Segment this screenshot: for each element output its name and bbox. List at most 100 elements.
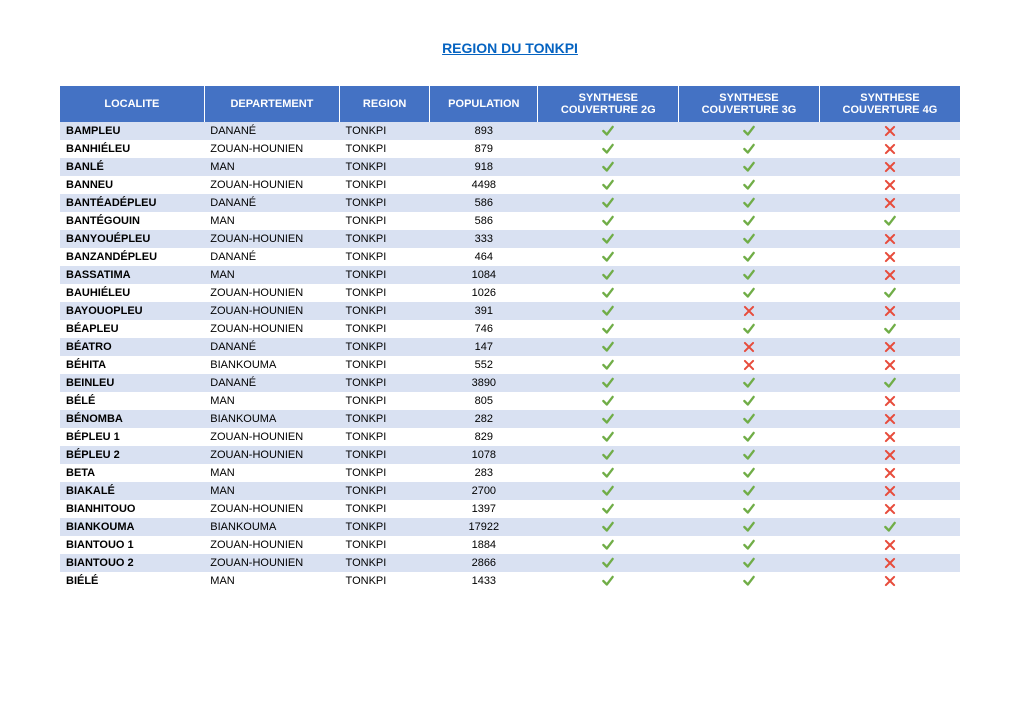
- cell-region: TONKPI: [340, 248, 430, 266]
- cell-cov2g: [538, 464, 679, 482]
- cell-region: TONKPI: [340, 500, 430, 518]
- cross-icon: [883, 394, 897, 408]
- cell-departement: MAN: [204, 572, 339, 590]
- cell-region: TONKPI: [340, 302, 430, 320]
- table-row: BANZANDÉPLEUDANANÉTONKPI464: [60, 248, 960, 266]
- cell-population: 829: [430, 428, 538, 446]
- cross-icon: [742, 340, 756, 354]
- cell-departement: MAN: [204, 392, 339, 410]
- cell-region: TONKPI: [340, 482, 430, 500]
- cell-cov2g: [538, 230, 679, 248]
- cell-region: TONKPI: [340, 356, 430, 374]
- col-cov4g: SYNTHESE COUVERTURE 4G: [819, 86, 960, 122]
- cell-population: 2866: [430, 554, 538, 572]
- cross-icon: [883, 430, 897, 444]
- cell-cov2g: [538, 158, 679, 176]
- table-row: BIANTOUO 2ZOUAN-HOUNIENTONKPI2866: [60, 554, 960, 572]
- cell-cov4g: [819, 158, 960, 176]
- cell-localite: BÉNOMBA: [60, 410, 204, 428]
- check-icon: [883, 376, 897, 390]
- check-icon: [601, 538, 615, 552]
- cross-icon: [883, 250, 897, 264]
- table-row: BANLÉMANTONKPI918: [60, 158, 960, 176]
- cell-cov3g: [679, 212, 820, 230]
- cell-departement: MAN: [204, 464, 339, 482]
- cell-cov3g: [679, 248, 820, 266]
- cell-cov3g: [679, 230, 820, 248]
- page-title: REGION DU TONKPI: [60, 40, 960, 56]
- table-row: BANHIÉLEUZOUAN-HOUNIENTONKPI879: [60, 140, 960, 158]
- table-row: BIANTOUO 1ZOUAN-HOUNIENTONKPI1884: [60, 536, 960, 554]
- cell-cov2g: [538, 212, 679, 230]
- cell-departement: ZOUAN-HOUNIEN: [204, 500, 339, 518]
- col-departement: DEPARTEMENT: [204, 86, 339, 122]
- cell-departement: MAN: [204, 212, 339, 230]
- table-row: BANTÉADÉPLEUDANANÉTONKPI586: [60, 194, 960, 212]
- cell-departement: DANANÉ: [204, 194, 339, 212]
- cell-departement: BIANKOUMA: [204, 518, 339, 536]
- cell-cov3g: [679, 320, 820, 338]
- check-icon: [601, 124, 615, 138]
- cell-cov4g: [819, 554, 960, 572]
- cell-region: TONKPI: [340, 572, 430, 590]
- cell-departement: ZOUAN-HOUNIEN: [204, 284, 339, 302]
- check-icon: [742, 178, 756, 192]
- cell-localite: BIANHITOUO: [60, 500, 204, 518]
- cell-region: TONKPI: [340, 536, 430, 554]
- cell-localite: BANNEU: [60, 176, 204, 194]
- check-icon: [742, 556, 756, 570]
- col-cov3g: SYNTHESE COUVERTURE 3G: [679, 86, 820, 122]
- col-localite: LOCALITE: [60, 86, 204, 122]
- cell-region: TONKPI: [340, 410, 430, 428]
- cell-cov4g: [819, 284, 960, 302]
- table-row: BÉATRODANANÉTONKPI147: [60, 338, 960, 356]
- cell-cov2g: [538, 428, 679, 446]
- table-row: BÉHITABIANKOUMATONKPI552: [60, 356, 960, 374]
- cell-departement: ZOUAN-HOUNIEN: [204, 536, 339, 554]
- cell-localite: BIANKOUMA: [60, 518, 204, 536]
- cross-icon: [883, 196, 897, 210]
- check-icon: [601, 322, 615, 336]
- check-icon: [601, 394, 615, 408]
- cell-cov2g: [538, 554, 679, 572]
- cell-population: 283: [430, 464, 538, 482]
- cell-population: 805: [430, 392, 538, 410]
- cell-region: TONKPI: [340, 176, 430, 194]
- check-icon: [601, 214, 615, 228]
- cell-cov2g: [538, 194, 679, 212]
- cell-population: 1084: [430, 266, 538, 284]
- cell-cov2g: [538, 122, 679, 140]
- cell-region: TONKPI: [340, 374, 430, 392]
- cell-departement: ZOUAN-HOUNIEN: [204, 176, 339, 194]
- table-body: BAMPLEUDANANÉTONKPI893BANHIÉLEUZOUAN-HOU…: [60, 122, 960, 590]
- cell-cov3g: [679, 140, 820, 158]
- cell-cov4g: [819, 392, 960, 410]
- cross-icon: [883, 556, 897, 570]
- cell-localite: BÉATRO: [60, 338, 204, 356]
- check-icon: [601, 286, 615, 300]
- cell-cov4g: [819, 482, 960, 500]
- cell-departement: ZOUAN-HOUNIEN: [204, 140, 339, 158]
- cell-cov3g: [679, 374, 820, 392]
- check-icon: [742, 466, 756, 480]
- cell-region: TONKPI: [340, 392, 430, 410]
- table-row: BAMPLEUDANANÉTONKPI893: [60, 122, 960, 140]
- cross-icon: [742, 358, 756, 372]
- cell-population: 879: [430, 140, 538, 158]
- cell-region: TONKPI: [340, 122, 430, 140]
- cell-departement: DANANÉ: [204, 338, 339, 356]
- cell-region: TONKPI: [340, 158, 430, 176]
- cell-localite: BANYOUÉPLEU: [60, 230, 204, 248]
- cell-population: 918: [430, 158, 538, 176]
- col-population: POPULATION: [430, 86, 538, 122]
- cell-cov3g: [679, 194, 820, 212]
- cell-population: 4498: [430, 176, 538, 194]
- cell-cov4g: [819, 302, 960, 320]
- check-icon: [742, 484, 756, 498]
- cell-cov2g: [538, 248, 679, 266]
- cell-localite: BANTÉGOUIN: [60, 212, 204, 230]
- cell-cov4g: [819, 428, 960, 446]
- check-icon: [601, 340, 615, 354]
- cell-cov3g: [679, 482, 820, 500]
- cell-cov3g: [679, 356, 820, 374]
